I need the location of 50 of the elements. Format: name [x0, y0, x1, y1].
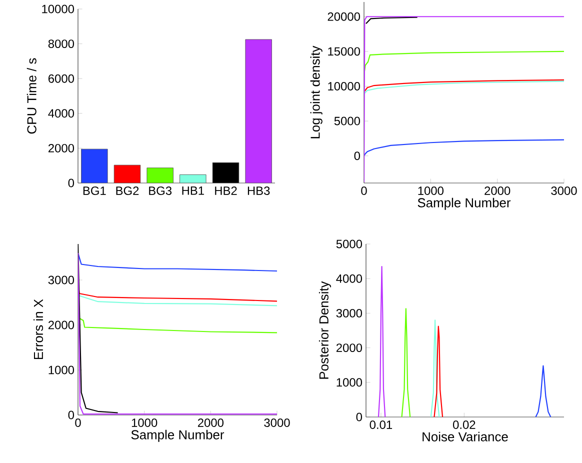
x-tick-label: 0.01 [370, 420, 392, 429]
x-tick-label: HB3 [248, 186, 270, 195]
x-axis-title: Sample Number [131, 430, 224, 442]
x-tick-label: HB1 [182, 186, 204, 195]
y-tick-label: 8000 [48, 40, 74, 48]
y-tick-label: 15000 [328, 47, 360, 56]
x-tick-label: 3000 [264, 418, 290, 427]
x-tick-label: 0.02 [453, 420, 476, 429]
x-axis-title: Noise Variance [422, 432, 508, 442]
line-series [535, 365, 552, 417]
line-series [364, 139, 564, 156]
x-tick-label: 0 [75, 418, 81, 427]
y-tick-label: 0 [68, 410, 74, 420]
y-tick-label: 4000 [336, 274, 362, 283]
line-series [365, 16, 418, 24]
line-series [434, 326, 444, 417]
x-tick-label: 1000 [418, 186, 444, 195]
y-tick-label: 0 [68, 178, 74, 188]
y-tick-label: 2000 [48, 144, 74, 152]
y-tick-label: 1000 [336, 378, 362, 387]
y-tick-label: 2000 [336, 344, 362, 352]
y-tick-label: 0 [356, 412, 362, 422]
x-tick-label: BG1 [83, 186, 106, 195]
y-tick-label: 5000 [334, 116, 360, 126]
y-axis-title: Errors in X [34, 299, 44, 360]
x-tick-label: BG2 [116, 186, 139, 195]
x-tick-label: 1000 [132, 418, 158, 427]
y-tick-label: 5000 [336, 240, 362, 248]
x-tick-label: 2000 [484, 186, 510, 195]
y-tick-label: 0 [354, 152, 360, 160]
y-axis-title: Log joint density [310, 46, 322, 138]
line-series [401, 308, 411, 417]
x-tick-label: BG3 [149, 186, 172, 195]
x-tick-label: 2000 [198, 418, 224, 427]
line-series [378, 266, 386, 417]
y-tick-label: 10000 [42, 4, 74, 14]
y-tick-label: 6000 [48, 74, 74, 83]
y-axis-title: CPU Time / s [26, 58, 36, 134]
y-tick-label: 1000 [48, 366, 74, 374]
line-series [430, 320, 440, 417]
y-tick-label: 2000 [48, 320, 74, 330]
y-tick-label: 3000 [336, 308, 362, 318]
x-tick-label: HB2 [215, 186, 237, 195]
x-axis-title: Sample Number [418, 198, 511, 210]
y-tick-label: 20000 [328, 12, 360, 21]
y-tick-label: 10000 [328, 82, 360, 90]
y-axis-title: Posterior Density [318, 281, 332, 379]
y-tick-label: 4000 [48, 109, 74, 118]
x-tick-label: 3000 [551, 186, 577, 195]
y-tick-label: 3000 [48, 276, 74, 284]
